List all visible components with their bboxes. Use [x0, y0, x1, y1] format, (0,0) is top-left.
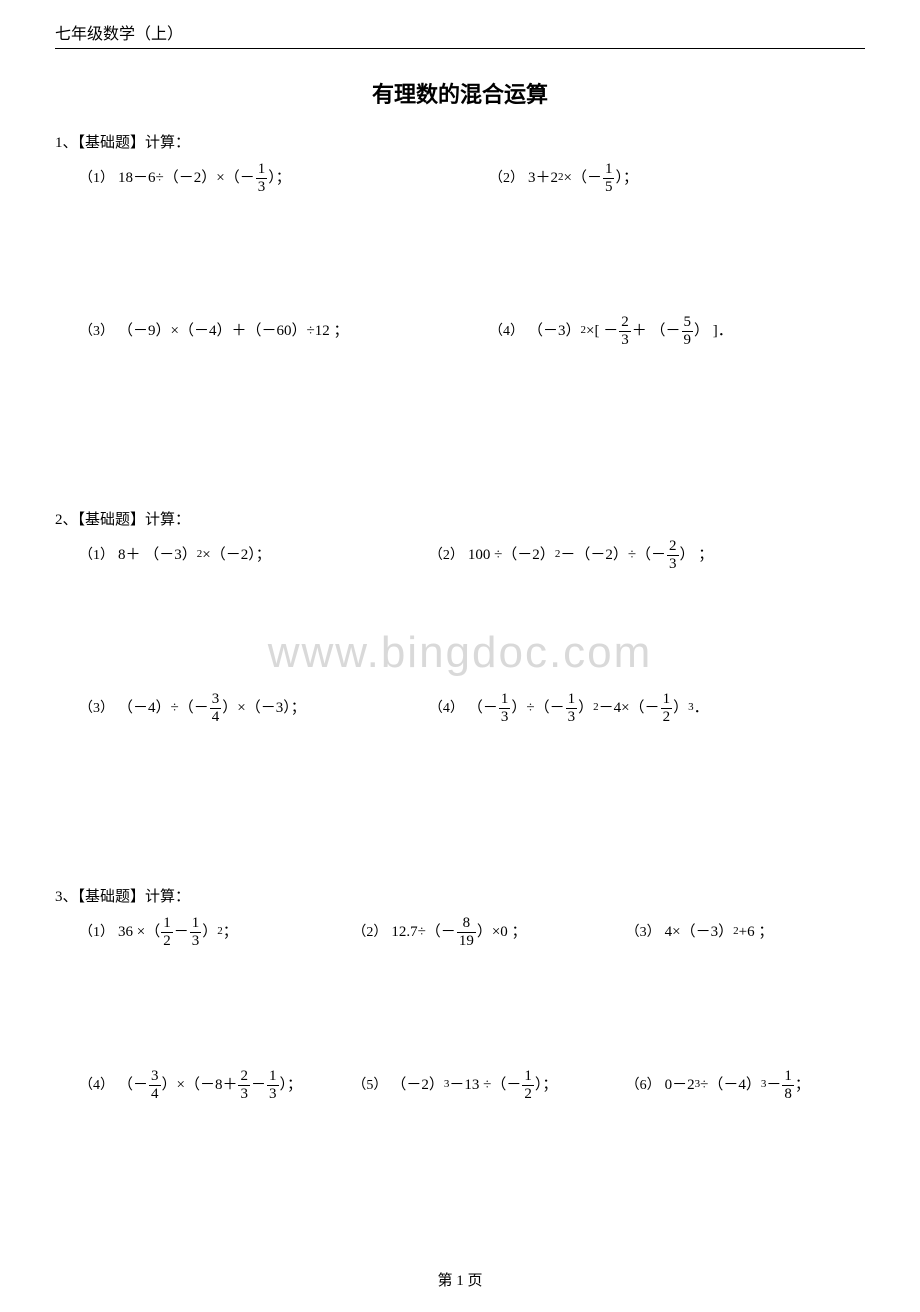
sections-container: 1、【基础题】计算： （1） 18－6÷（－2）×（－13）； （2） 3＋22 ×（－…: [55, 131, 865, 1102]
math-expression: 0－23 ÷（－4）3 －18 ；: [665, 1069, 810, 1102]
problem-row: （1） 8＋ （－3）2 ×（－2）； （2） 100 ÷（－2）2 －（－2）÷（－…: [55, 539, 865, 572]
problem-item: （1） 36 ×（12－13）2 ；: [55, 916, 318, 949]
problem-item: （1） 18－6÷（－2）×（－13）；: [55, 162, 455, 195]
problem-row: （3） （－4）÷（－34）×（－3）； （4） （－13）÷（－13）2 －4×（－…: [55, 692, 865, 725]
math-expression: 4×（－3）2+6 ；: [665, 925, 774, 940]
section-label: 2、【基础题】计算：: [55, 508, 865, 529]
problem-item: （2） 3＋22 ×（－15）；: [465, 162, 865, 195]
math-expression: 12.7÷（－819）×0 ；: [391, 916, 526, 949]
page-title: 有理数的混合运算: [55, 77, 865, 109]
problem-item: （6） 0－23 ÷（－4）3 －18 ；: [602, 1069, 865, 1102]
math-expression: （－9）×（－4）＋（－60）÷12 ；: [118, 324, 348, 339]
problem-item: （1） 8＋ （－3）2 ×（－2）；: [55, 548, 395, 563]
page-footer: 第 1 页: [0, 1269, 920, 1290]
page-header: 七年级数学（上）: [55, 20, 865, 49]
problem-index: （4）: [79, 1079, 114, 1093]
math-expression: 36 ×（12－13）2 ；: [118, 916, 238, 949]
math-expression: （－3）2×[ －23＋ （－59） ]．: [528, 315, 733, 348]
math-expression: 100 ÷（－2）2 －（－2）÷（－23） ；: [468, 539, 713, 572]
problem-item: （4） （－3）2×[ －23＋ （－59） ]．: [465, 315, 865, 348]
problem-row: （3） （－9）×（－4）＋（－60）÷12 ； （4） （－3）2×[ －23＋ （…: [55, 315, 865, 348]
problem-row: （4）（－34）×（－8＋23－13）；（5）（－2）3－13 ÷（－12）；（…: [55, 1069, 865, 1102]
problem-item: （4） （－13）÷（－13）2 －4×（－12）3．: [405, 692, 865, 725]
problem-index: （2）: [429, 549, 464, 563]
math-expression: （－13）÷（－13）2 －4×（－12）3．: [468, 692, 709, 725]
problem-item: （5） （－2）3－13 ÷（－12）；: [328, 1069, 591, 1102]
problem-index: （4）: [489, 325, 524, 339]
problem-row: （1） 18－6÷（－2）×（－13）； （2） 3＋22 ×（－15）；: [55, 162, 865, 195]
math-expression: （－4）÷（－34）×（－3）；: [118, 692, 306, 725]
math-expression: 8＋ （－3）2 ×（－2）；: [118, 548, 271, 563]
problem-index: （3）: [626, 926, 661, 940]
problem-item: （2） 12.7÷（－819）×0 ；: [328, 916, 591, 949]
problem-index: （4）: [429, 702, 464, 716]
problem-item: （3） 4×（－3）2+6 ；: [602, 925, 865, 940]
problem-index: （2）: [352, 926, 387, 940]
problem-index: （2）: [489, 172, 524, 186]
problem-index: （1）: [79, 926, 114, 940]
math-expression: 18－6÷（－2）×（－13）；: [118, 162, 291, 195]
problem-row: （1） 36 ×（12－13）2 ； （2） 12.7÷（－819）×0 ； （3） 4…: [55, 916, 865, 949]
section-label: 1、【基础题】计算：: [55, 131, 865, 152]
problem-index: （5）: [352, 1079, 387, 1093]
math-expression: （－34）×（－8＋23－13）；: [118, 1069, 302, 1102]
problem-index: （6）: [626, 1079, 661, 1093]
problem-item: （3） （－9）×（－4）＋（－60）÷12 ；: [55, 324, 455, 339]
problem-item: （4） （－34）×（－8＋23－13）；: [55, 1069, 318, 1102]
problem-index: （3）: [79, 325, 114, 339]
problem-item: （3） （－4）÷（－34）×（－3）；: [55, 692, 395, 725]
section-label: 3、【基础题】计算：: [55, 885, 865, 906]
math-expression: （－2）3－13 ÷（－12）；: [391, 1069, 557, 1102]
problem-index: （1）: [79, 549, 114, 563]
problem-index: （3）: [79, 702, 114, 716]
math-expression: 3＋22 ×（－15）；: [528, 162, 638, 195]
problem-index: （1）: [79, 172, 114, 186]
problem-item: （2） 100 ÷（－2）2 －（－2）÷（－23） ；: [405, 539, 865, 572]
